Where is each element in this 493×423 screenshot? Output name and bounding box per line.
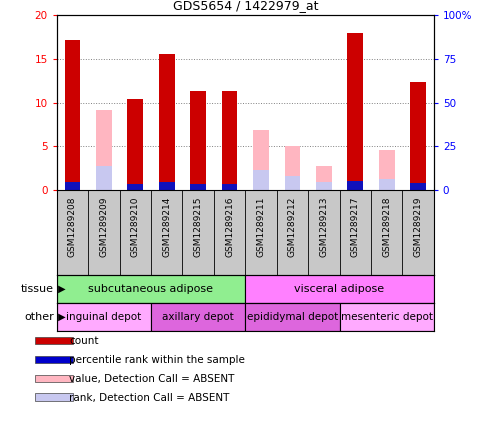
Bar	[222, 91, 238, 190]
Bar	[410, 183, 426, 190]
Bar	[340, 303, 434, 331]
Title: GDS5654 / 1422979_at: GDS5654 / 1422979_at	[173, 0, 318, 12]
Text: ▶: ▶	[55, 312, 66, 322]
Bar	[245, 275, 434, 303]
Bar	[159, 53, 175, 190]
Bar	[35, 393, 72, 401]
Bar	[222, 184, 238, 190]
Text: ▶: ▶	[55, 284, 66, 294]
Bar	[151, 303, 245, 331]
Text: value, Detection Call = ABSENT: value, Detection Call = ABSENT	[69, 374, 234, 384]
Text: GSM1289213: GSM1289213	[319, 197, 328, 257]
Text: GSM1289208: GSM1289208	[68, 197, 77, 257]
Text: rank, Detection Call = ABSENT: rank, Detection Call = ABSENT	[69, 393, 229, 403]
Bar	[190, 184, 206, 190]
Bar	[379, 179, 394, 190]
Bar	[65, 39, 80, 190]
Text: visceral adipose: visceral adipose	[294, 284, 385, 294]
Text: tissue: tissue	[21, 284, 54, 294]
Text: GSM1289219: GSM1289219	[414, 197, 423, 257]
Text: percentile rank within the sample: percentile rank within the sample	[69, 355, 245, 365]
Text: GSM1289212: GSM1289212	[288, 197, 297, 257]
Text: GSM1289217: GSM1289217	[351, 197, 360, 257]
Bar	[348, 33, 363, 190]
Text: inguinal depot: inguinal depot	[66, 312, 141, 322]
Bar	[57, 275, 245, 303]
Bar	[127, 184, 143, 190]
Bar	[65, 182, 80, 190]
Bar	[190, 91, 206, 190]
Bar	[35, 337, 72, 344]
Bar	[35, 375, 72, 382]
Text: count: count	[69, 336, 99, 346]
Bar	[57, 303, 151, 331]
Text: GSM1289215: GSM1289215	[194, 197, 203, 257]
Bar	[245, 303, 340, 331]
Bar	[35, 356, 72, 363]
Bar	[316, 182, 332, 190]
Bar	[284, 146, 300, 190]
Text: subcutaneous adipose: subcutaneous adipose	[88, 284, 213, 294]
Text: GSM1289210: GSM1289210	[131, 197, 140, 257]
Bar	[96, 110, 112, 190]
Text: GSM1289216: GSM1289216	[225, 197, 234, 257]
Text: epididymal depot: epididymal depot	[247, 312, 338, 322]
Text: other: other	[25, 312, 54, 322]
Bar	[96, 166, 112, 190]
Text: GSM1289218: GSM1289218	[382, 197, 391, 257]
Bar	[159, 182, 175, 190]
Text: GSM1289214: GSM1289214	[162, 197, 171, 257]
Bar	[284, 176, 300, 190]
Text: mesenteric depot: mesenteric depot	[341, 312, 433, 322]
Bar	[127, 99, 143, 190]
Bar	[253, 170, 269, 190]
Bar	[316, 166, 332, 190]
Bar	[410, 82, 426, 190]
Bar	[348, 181, 363, 190]
Text: GSM1289211: GSM1289211	[256, 197, 266, 257]
Text: axillary depot: axillary depot	[162, 312, 234, 322]
Text: GSM1289209: GSM1289209	[99, 197, 108, 257]
Bar	[253, 129, 269, 190]
Bar	[379, 150, 394, 190]
